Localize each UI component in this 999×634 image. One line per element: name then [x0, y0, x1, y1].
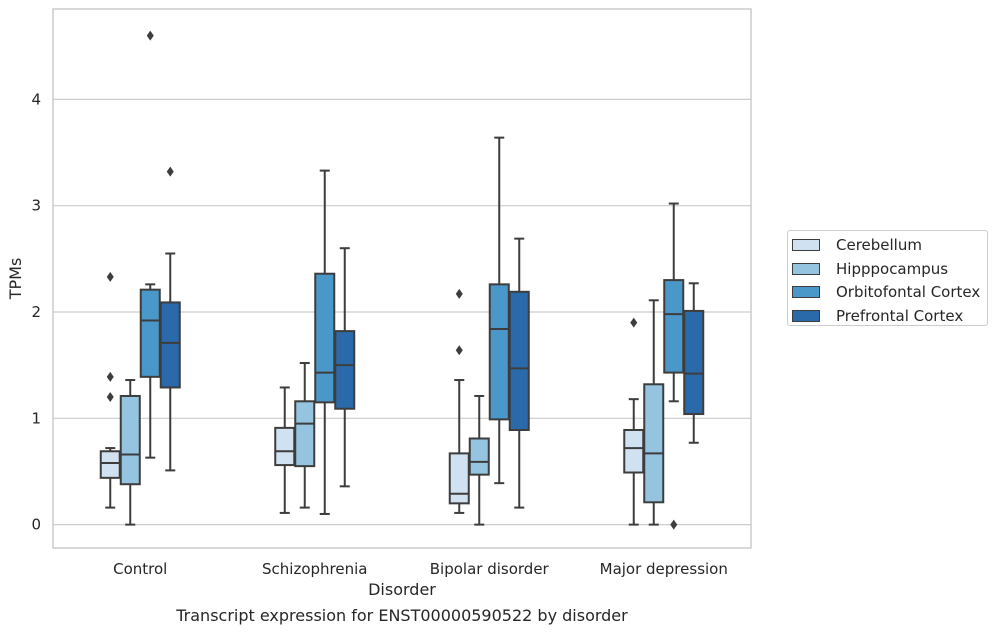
box-group	[334, 247, 356, 488]
y-tick-label: 3	[31, 197, 41, 215]
box-group	[468, 394, 490, 526]
outlier-point	[166, 166, 174, 177]
iqr-box	[99, 450, 121, 479]
box-group	[119, 379, 141, 526]
iqr-box	[159, 301, 181, 389]
series-orbitofontal-cortex	[139, 30, 685, 530]
legend-swatch	[792, 286, 820, 298]
legend: Cerebellum Hipppocampus Orbitofontal Corte…	[787, 230, 988, 326]
iqr-box	[314, 272, 336, 404]
outlier-point	[630, 317, 638, 328]
box-group	[314, 169, 336, 515]
box-group	[488, 136, 510, 485]
legend-label: Cerebellum	[836, 236, 922, 254]
series-cerebellum	[99, 271, 645, 526]
outlier-point	[106, 271, 114, 282]
series-hipppocampus	[119, 299, 665, 526]
box-group	[274, 386, 296, 514]
legend-label: Orbitofontal Cortex	[836, 283, 981, 301]
box-group	[159, 166, 181, 472]
box-series	[99, 30, 705, 530]
legend-item: Orbitofontal Cortex	[792, 282, 980, 302]
iqr-box	[119, 394, 141, 486]
series-prefrontal-cortex	[159, 166, 705, 509]
plot-frame	[52, 8, 752, 549]
legend-label: Prefrontal Cortex	[836, 306, 964, 325]
outlier-point	[455, 345, 463, 356]
box-group	[643, 299, 665, 526]
iqr-box	[643, 383, 665, 504]
x-tick-label: Bipolar disorder	[430, 560, 550, 578]
iqr-box	[663, 279, 685, 374]
tick-labels: 0 1 2 3 4 Control Schizophrenia Bipolar disorde…	[31, 90, 727, 578]
y-tick-label: 2	[31, 303, 41, 321]
iqr-box	[508, 290, 530, 431]
iqr-box	[334, 330, 356, 410]
x-axis-label: Disorder	[368, 580, 436, 599]
legend-swatch	[792, 239, 820, 251]
iqr-box	[294, 400, 316, 468]
x-tick-label: Major depression	[600, 560, 728, 578]
box-group	[683, 282, 705, 444]
x-tick-label: Control	[113, 560, 167, 578]
box-group	[294, 362, 316, 509]
legend-label: Hipppocampus	[836, 259, 949, 278]
box-group	[508, 237, 530, 509]
iqr-box	[139, 288, 161, 378]
iqr-box	[623, 428, 645, 474]
legend-item: Cerebellum	[792, 235, 922, 255]
box-group	[99, 271, 121, 509]
outlier-point	[146, 30, 154, 41]
outlier-point	[106, 392, 114, 403]
iqr-box	[683, 309, 705, 416]
y-axis-label: TPMs	[6, 258, 25, 301]
legend-item: Hipppocampus	[792, 259, 948, 279]
chart-caption: Transcript expression for ENST0000059052…	[176, 606, 628, 625]
y-tick-label: 4	[31, 90, 41, 108]
box-group	[663, 202, 685, 530]
iqr-box	[468, 437, 490, 476]
legend-item: Prefrontal Cortex	[792, 306, 963, 326]
y-tick-label: 1	[31, 409, 41, 427]
iqr-box	[448, 452, 470, 505]
x-tick-label: Schizophrenia	[262, 560, 367, 578]
outlier-point	[106, 371, 114, 382]
outlier-point	[455, 288, 463, 299]
outlier-point	[670, 519, 678, 530]
box-group	[139, 30, 161, 459]
legend-swatch	[792, 309, 820, 322]
box-group	[623, 317, 645, 526]
iqr-box	[488, 283, 510, 421]
legend-swatch	[792, 262, 820, 275]
iqr-box	[274, 426, 296, 467]
y-tick-label: 0	[31, 516, 41, 534]
box-group	[448, 288, 470, 514]
